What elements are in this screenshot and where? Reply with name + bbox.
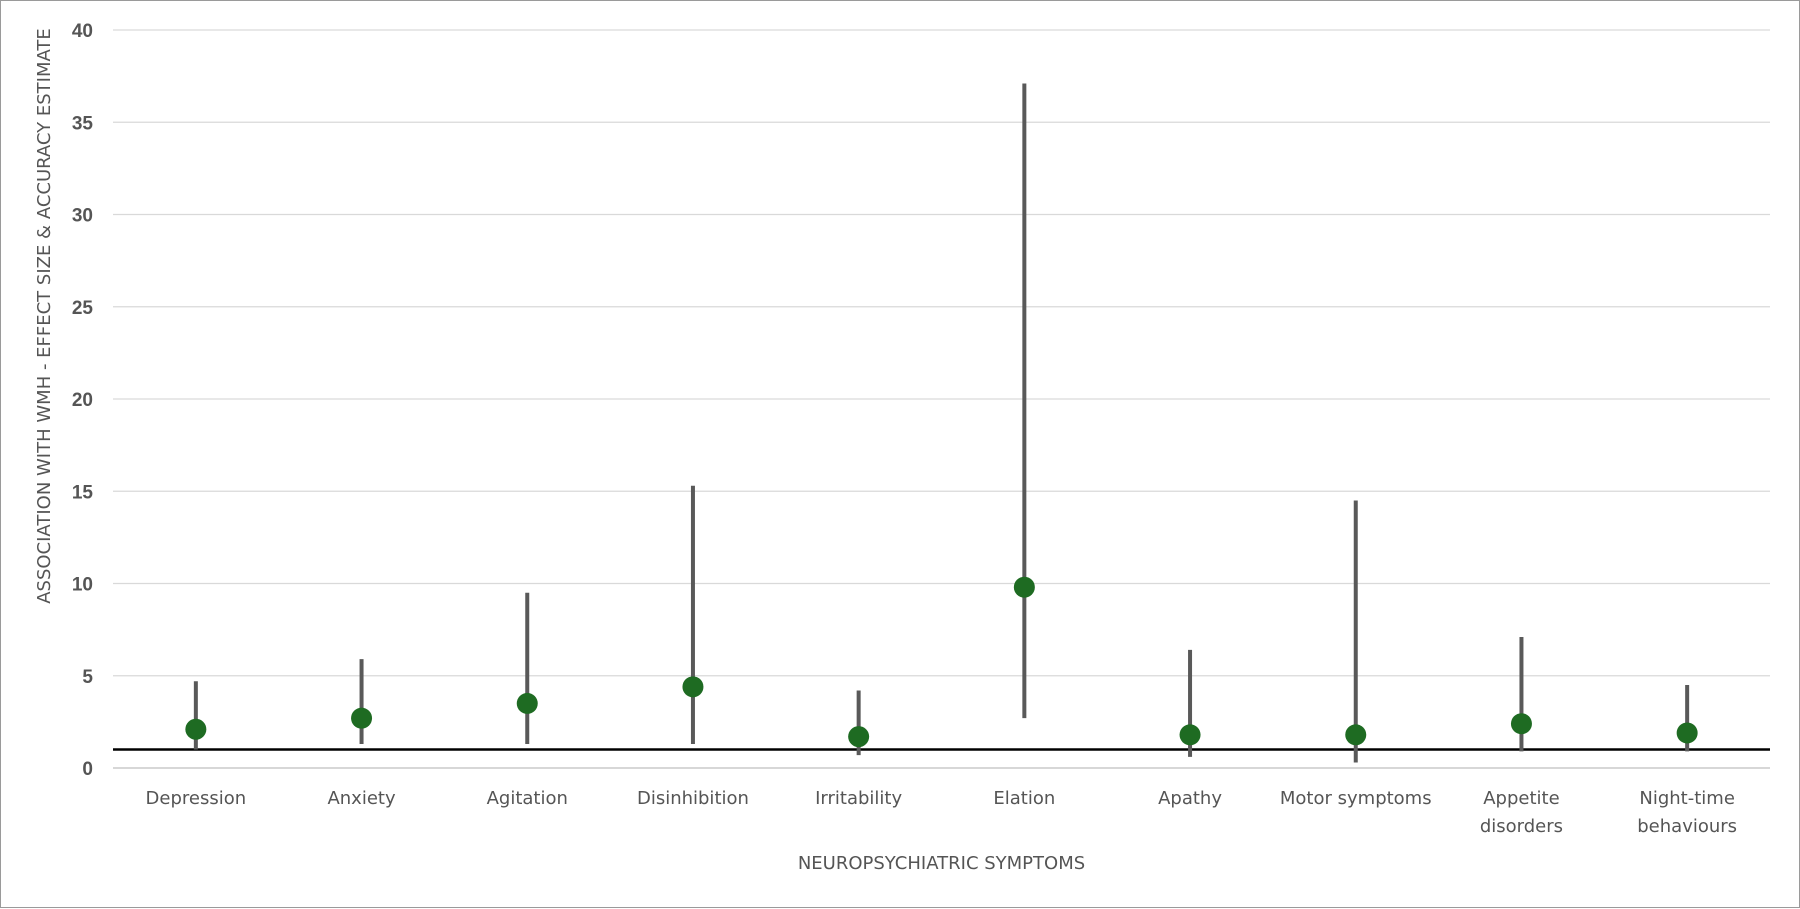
data-point: [1013, 576, 1035, 598]
data-point: [1179, 724, 1201, 746]
x-axis-title: NEUROPSYCHIATRIC SYMPTOMS: [798, 853, 1085, 874]
x-axis-categories: Depression Anxiety Agitation Disinhibition I…: [146, 788, 1738, 837]
data-point: [1345, 724, 1367, 746]
error-bars: [193, 83, 1690, 763]
data-point: [1676, 722, 1698, 744]
y-axis-title: ASSOCIATION WITH WMH - EFFECT SIZE & ACC…: [34, 28, 55, 604]
y-tick-label: 35: [72, 113, 94, 134]
category-label: Night-time behaviours: [1637, 788, 1737, 837]
y-tick-label: 30: [72, 206, 93, 227]
category-label: Apathy: [1158, 788, 1222, 809]
category-label: Anxiety: [327, 788, 396, 809]
category-label: Irritability: [815, 788, 902, 809]
y-axis-ticks: 0 5 10 15 20 25 30 35 40: [72, 21, 94, 780]
y-tick-label: 40: [72, 21, 93, 42]
y-tick-label: 15: [72, 482, 94, 503]
category-label: Agitation: [487, 788, 568, 809]
y-tick-label: 25: [72, 298, 94, 319]
data-point: [848, 726, 870, 748]
y-tick-label: 20: [72, 390, 93, 411]
category-label: Appetite disorders: [1480, 788, 1563, 837]
gridlines: [113, 29, 1770, 769]
y-tick-label: 0: [82, 759, 93, 780]
category-label: Motor symptoms: [1280, 788, 1432, 809]
data-point: [682, 676, 704, 698]
data-points: [185, 576, 1698, 748]
category-label: Depression: [146, 788, 247, 809]
data-point: [516, 692, 538, 714]
data-point: [351, 707, 373, 729]
category-label: Elation: [993, 788, 1055, 809]
data-point: [1510, 713, 1532, 735]
y-tick-label: 10: [72, 575, 93, 596]
data-point: [185, 718, 207, 740]
y-tick-label: 5: [82, 667, 93, 688]
category-label: Disinhibition: [637, 788, 749, 809]
